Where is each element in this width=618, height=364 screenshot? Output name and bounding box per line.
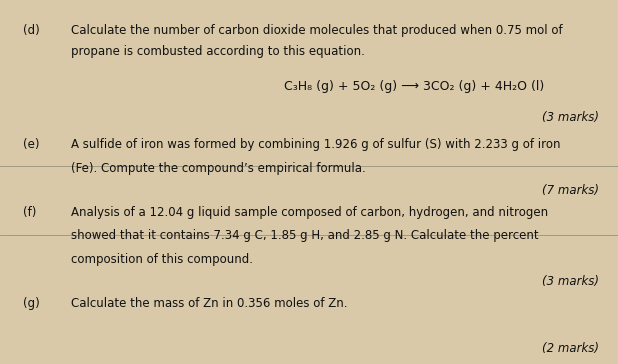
Text: Calculate the mass of Zn in 0.356 moles of Zn.: Calculate the mass of Zn in 0.356 moles … — [71, 297, 347, 310]
Text: showed that it contains 7.34 g C, 1.85 g H, and 2.85 g N. Calculate the percent: showed that it contains 7.34 g C, 1.85 g… — [71, 229, 539, 242]
Text: (f): (f) — [23, 206, 37, 219]
Text: (3 marks): (3 marks) — [543, 275, 599, 288]
Text: composition of this compound.: composition of this compound. — [71, 253, 253, 266]
Text: (3 marks): (3 marks) — [543, 111, 599, 124]
Text: (g): (g) — [23, 297, 40, 310]
Text: (Fe). Compute the compound’s empirical formula.: (Fe). Compute the compound’s empirical f… — [71, 162, 366, 175]
Text: (e): (e) — [23, 138, 40, 151]
Text: (d): (d) — [23, 24, 40, 37]
Text: C₃H₈ (g) + 5O₂ (g) ⟶ 3CO₂ (g) + 4H₂O (l): C₃H₈ (g) + 5O₂ (g) ⟶ 3CO₂ (g) + 4H₂O (l) — [284, 80, 544, 93]
Text: (2 marks): (2 marks) — [543, 342, 599, 355]
Text: (7 marks): (7 marks) — [543, 184, 599, 197]
Text: Calculate the number of carbon dioxide molecules that produced when 0.75 mol of: Calculate the number of carbon dioxide m… — [71, 24, 563, 37]
Text: Analysis of a 12.04 g liquid sample composed of carbon, hydrogen, and nitrogen: Analysis of a 12.04 g liquid sample comp… — [71, 206, 548, 219]
Text: propane is combusted according to this equation.: propane is combusted according to this e… — [71, 46, 365, 59]
Text: A sulfide of iron was formed by combining 1.926 g of sulfur (S) with 2.233 g of : A sulfide of iron was formed by combinin… — [71, 138, 561, 151]
